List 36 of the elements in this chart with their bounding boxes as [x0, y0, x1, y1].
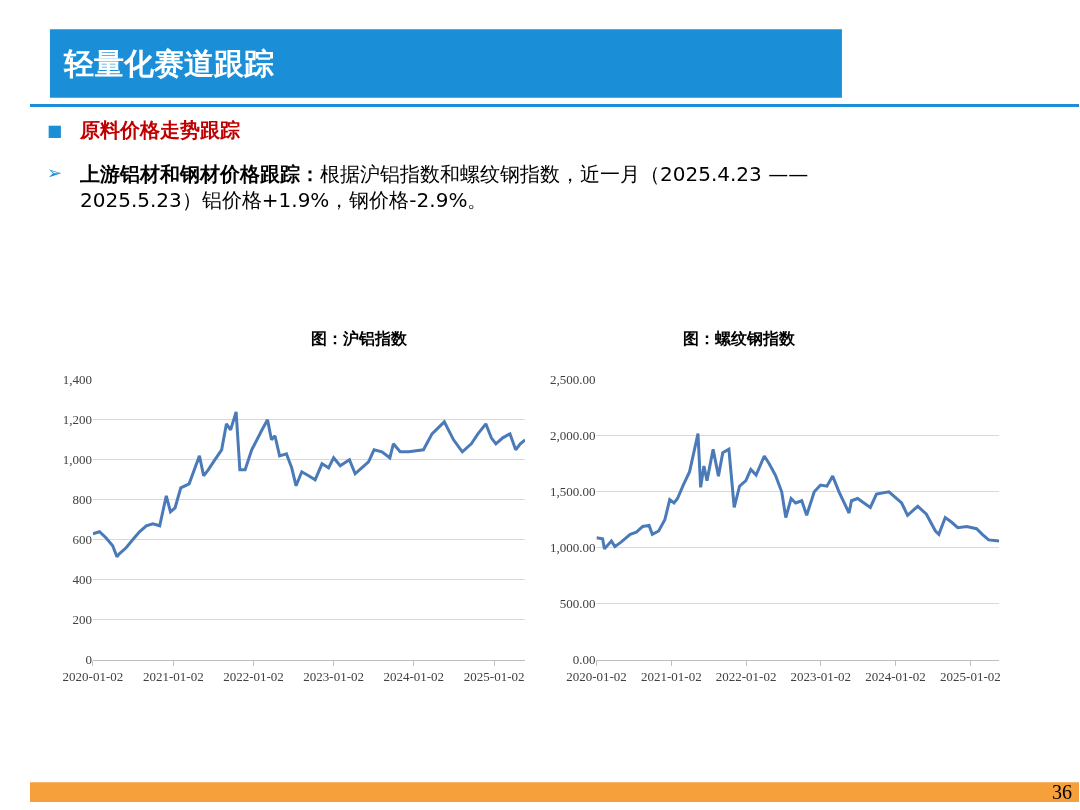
x-tick-label: 2024-01-02 [383, 669, 445, 685]
y-tick-label: 1,500.00 [549, 484, 596, 500]
x-tick-label: 2020-01-02 [62, 669, 124, 685]
x-tick-label: 2024-01-02 [865, 669, 926, 685]
text: 上游铝材和钢材价格跟踪：根据沪铝指数和螺纹钢指数，近一月（2025.4.23 ——2025.5.23）铝价格+1.9%，钢价格-2.9%。 [79, 162, 809, 212]
x-tick-label: 2022-01-02 [715, 669, 777, 685]
y-tick-label: 1,000 [62, 452, 92, 468]
y-tick-label: 1,200 [62, 412, 92, 428]
chart-title: 图：螺纹钢指数 [683, 329, 796, 348]
chart-title: 图：沪铝指数 [311, 329, 408, 348]
x-tick-label: 2023-01-02 [790, 669, 852, 685]
y-tick-label: 2,000.00 [549, 428, 596, 444]
x-tick-label: 2025-01-02 [940, 669, 1001, 685]
y-tick-label: 0.00 [572, 652, 596, 668]
line-series [596, 432, 1000, 551]
x-tick-label: 2025-01-02 [463, 669, 525, 685]
text: 轻量化赛道跟踪 [63, 46, 274, 81]
y-tick-label: 200 [72, 612, 92, 628]
x-tick-label: 2022-01-02 [223, 669, 284, 685]
text: 36 [1052, 781, 1072, 803]
x-tick-label: 2021-01-02 [142, 669, 204, 685]
y-tick-label: 600 [72, 532, 92, 548]
y-tick-label: 800 [72, 492, 92, 508]
text: ■ [47, 121, 63, 140]
y-tick-label: 1,000.00 [549, 540, 596, 556]
x-tick-label: 2020-01-02 [566, 669, 627, 685]
y-tick-label: 2,500.00 [549, 372, 596, 388]
line-series [92, 410, 526, 559]
text: ➢ [47, 162, 63, 183]
x-tick-label: 2023-01-02 [303, 669, 364, 685]
y-tick-label: 1,400 [62, 372, 92, 388]
y-tick-label: 0 [85, 652, 92, 668]
text: 原料价格走势跟踪 [79, 118, 240, 142]
x-tick-label: 2021-01-02 [641, 669, 702, 685]
y-tick-label: 500.00 [559, 596, 596, 612]
y-tick-label: 400 [72, 572, 92, 588]
